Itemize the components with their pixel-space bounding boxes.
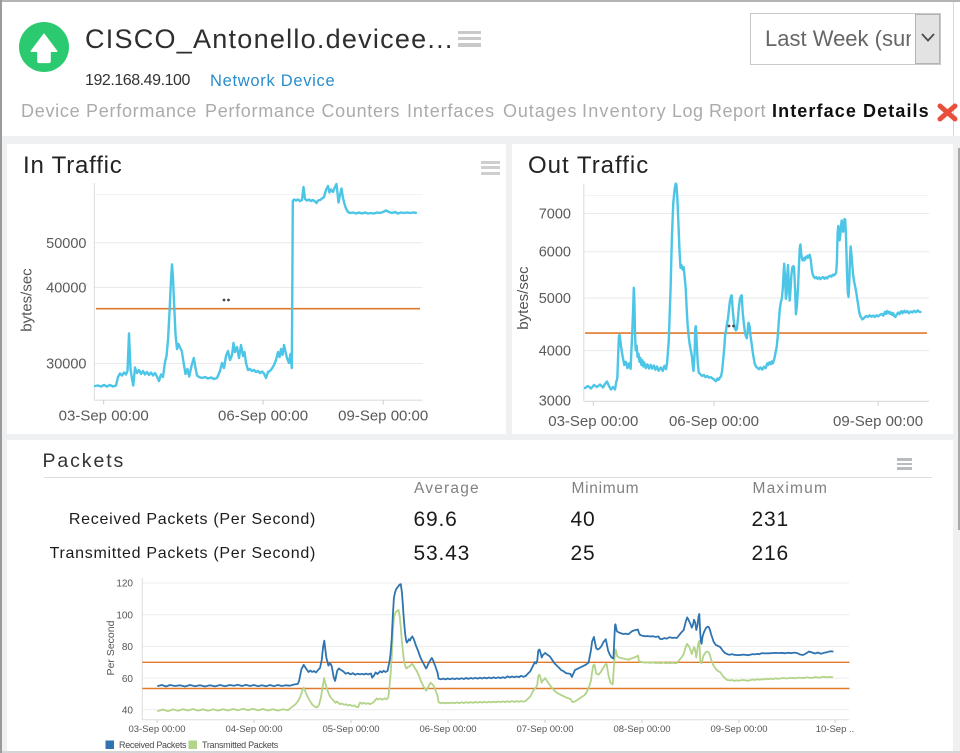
svg-text:06-Sep 00:00: 06-Sep 00:00 <box>419 724 476 735</box>
svg-text:03-Sep 00:00: 03-Sep 00:00 <box>548 413 638 430</box>
svg-text:50000: 50000 <box>46 236 86 252</box>
svg-text:06-Sep 00:00: 06-Sep 00:00 <box>669 413 759 430</box>
svg-text:60: 60 <box>122 674 134 685</box>
svg-text:08-Sep 00:00: 08-Sep 00:00 <box>613 724 670 735</box>
svg-text:Received Packets: Received Packets <box>119 740 187 750</box>
svg-text:Transmitted Packets: Transmitted Packets <box>202 740 279 750</box>
svg-text:80: 80 <box>122 642 134 653</box>
svg-text:05-Sep 00:00: 05-Sep 00:00 <box>322 724 379 735</box>
svg-text:06-Sep 00:00: 06-Sep 00:00 <box>218 408 308 425</box>
svg-text:09-Sep 00:00: 09-Sep 00:00 <box>338 408 428 425</box>
svg-text:100: 100 <box>116 610 133 621</box>
svg-text:Per Second: Per Second <box>105 620 117 675</box>
svg-text:3000: 3000 <box>539 393 571 409</box>
svg-text:03-Sep 00:00: 03-Sep 00:00 <box>128 724 185 735</box>
svg-text:7000: 7000 <box>539 207 571 223</box>
svg-text:04-Sep 00:00: 04-Sep 00:00 <box>225 724 282 735</box>
svg-text:4000: 4000 <box>539 344 571 360</box>
svg-text:40: 40 <box>122 706 134 717</box>
svg-text:5000: 5000 <box>539 291 571 307</box>
svg-text:bytes/sec: bytes/sec <box>515 266 532 330</box>
svg-text:6000: 6000 <box>539 245 571 261</box>
svg-text:09-Sep 00:00: 09-Sep 00:00 <box>710 724 767 735</box>
svg-text:03-Sep 00:00: 03-Sep 00:00 <box>59 408 149 425</box>
svg-text:07-Sep 00:00: 07-Sep 00:00 <box>516 724 573 735</box>
svg-text:40000: 40000 <box>46 281 86 297</box>
svg-text:09-Sep 00:00: 09-Sep 00:00 <box>833 413 923 430</box>
svg-text:bytes/sec: bytes/sec <box>19 268 36 332</box>
svg-text:10-Sep ..: 10-Sep .. <box>816 724 855 735</box>
svg-text:30000: 30000 <box>46 357 86 373</box>
svg-text:120: 120 <box>116 579 133 590</box>
